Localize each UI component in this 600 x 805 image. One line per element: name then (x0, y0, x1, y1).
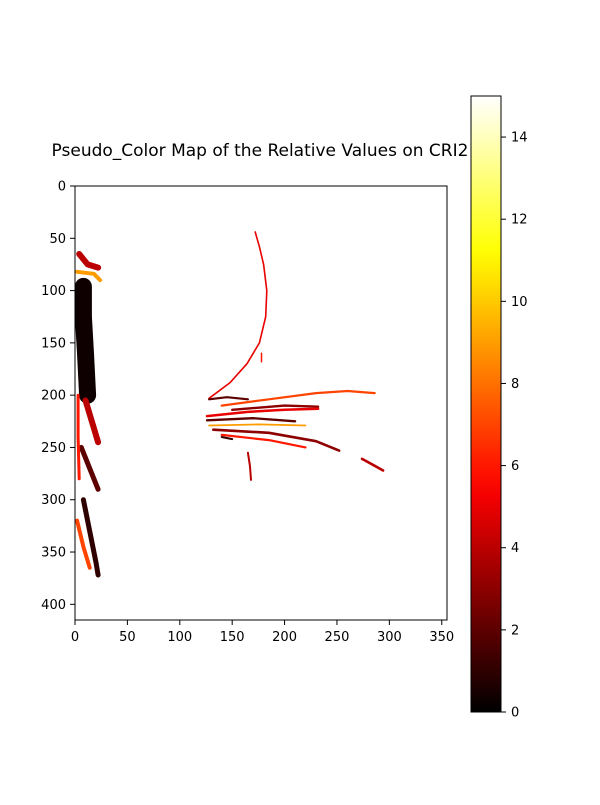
x-tick-label: 300 (377, 630, 402, 645)
y-axis: 0 50 100 150 200 250 300 350 400 (41, 180, 75, 613)
heatmap-feature-streak-mid-2 (205, 417, 297, 423)
heatmap-feature-edge-block-2 (76, 251, 102, 271)
y-tick-label: 50 (49, 232, 66, 247)
heatmap-feature-streak-top-2 (220, 389, 376, 407)
heatmap-feature-edge-block-1 (75, 277, 97, 404)
colorbar-tick-label: 6 (511, 459, 519, 474)
plot-background (75, 186, 447, 620)
x-tick-label: 150 (220, 630, 245, 645)
colorbar-tick-label: 8 (511, 377, 519, 392)
colorbar: 0 2 4 6 8 10 12 14 (470, 95, 528, 721)
colorbar-gradient (470, 95, 502, 713)
heatmap-feature-streak-low-3 (220, 436, 234, 441)
y-tick-label: 200 (41, 389, 66, 404)
plot-frame (74, 185, 448, 621)
y-tick-label: 150 (41, 336, 66, 351)
y-tick-label: 350 (41, 546, 66, 561)
heatmap-feature-edge-block-6 (80, 497, 101, 578)
y-tick-label: 400 (41, 598, 66, 613)
chart-title: Pseudo_Color Map of the Relative Values … (52, 141, 469, 161)
heatmap-feature-streak-low-1 (212, 428, 341, 452)
heatmap-feature-tail-down (246, 451, 252, 481)
colorbar-tick-label: 14 (511, 131, 528, 146)
y-tick-label: 0 (58, 180, 66, 195)
x-tick-label: 100 (167, 630, 192, 645)
colorbar-tick-label: 12 (511, 213, 528, 228)
heatmap-feature-edge-block-8 (76, 393, 81, 481)
x-tick-label: 350 (429, 630, 454, 645)
x-tick-label: 0 (71, 630, 79, 645)
y-tick-label: 100 (41, 284, 66, 299)
colorbar-tick-label: 2 (511, 623, 519, 638)
y-tick-label: 300 (41, 493, 66, 508)
x-tick-label: 200 (272, 630, 297, 645)
heatmap-feature-streak-mid-1 (205, 407, 320, 418)
plot-area (74, 185, 448, 621)
heatmap-feature-streak-mid-3 (208, 423, 307, 427)
heatmap-feature-edge-block-4 (82, 397, 102, 446)
colorbar-tick-label: 4 (511, 541, 519, 556)
colorbar-tick-label: 0 (511, 706, 519, 721)
x-tick-label: 250 (325, 630, 350, 645)
heatmap-feature-streak-top-3 (231, 404, 320, 411)
heatmap-feature-edge-block-5 (78, 444, 101, 492)
heatmap-feature-edge-block-7 (75, 518, 92, 570)
heatmap-feature-arc-upper (208, 231, 268, 400)
heatmap-feature-streak-top-1 (208, 396, 249, 401)
x-axis: 0 50 100 150 200 250 300 350 (71, 620, 454, 645)
x-tick-label: 50 (119, 630, 136, 645)
heatmap-feature-tail-right (360, 457, 385, 472)
y-tick-label: 250 (41, 441, 66, 456)
heatmap-feature-streak-low-2 (220, 433, 307, 449)
colorbar-tick-label: 10 (511, 295, 528, 310)
heatmap-feature-edge-block-3 (75, 269, 103, 283)
